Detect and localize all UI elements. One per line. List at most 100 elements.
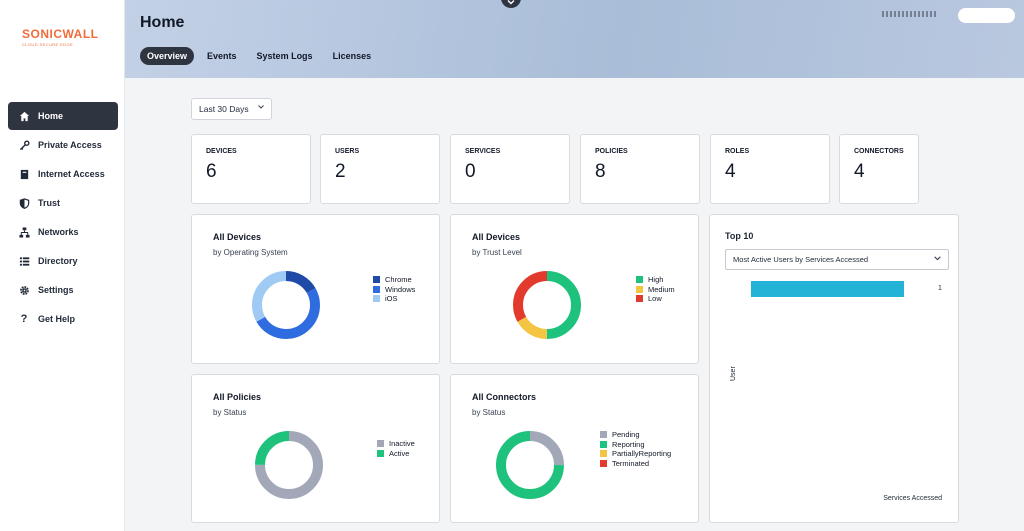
redacted-user-name xyxy=(882,11,937,17)
collapse-handle[interactable] xyxy=(501,0,521,8)
legend-item[interactable]: High xyxy=(636,275,675,285)
legend-label: Reporting xyxy=(612,439,645,449)
list-icon xyxy=(18,255,30,267)
card-top-10: Top 10 Most Active Users by Services Acc… xyxy=(709,214,959,523)
header-tabs: Overview Events System Logs Licenses xyxy=(140,47,378,65)
stat-label: ROLES xyxy=(725,148,750,155)
card-title: All Devices xyxy=(213,232,262,242)
legend-swatch xyxy=(600,459,607,467)
tab-events[interactable]: Events xyxy=(207,51,237,61)
chevron-down-icon xyxy=(257,103,265,113)
chart-legend: High Medium Low xyxy=(636,275,675,304)
card-subtitle: by Trust Level xyxy=(472,248,522,257)
sidebar-nav: Home Private Access Internet Access Trus… xyxy=(8,102,118,334)
donut-slice-windows[interactable] xyxy=(252,271,320,339)
card-title: All Policies xyxy=(213,392,262,402)
donut-slice-active[interactable] xyxy=(255,431,323,499)
top10-metric-select[interactable]: Most Active Users by Services Accessed xyxy=(725,249,949,270)
legend-label: Pending xyxy=(612,430,640,440)
card-policies-by-status: All Policies by Status Inactive Active xyxy=(191,374,440,523)
sidebar-item-label: Directory xyxy=(38,256,78,266)
stat-value: 4 xyxy=(854,161,865,182)
card-subtitle: by Status xyxy=(472,408,506,417)
card-title: All Devices xyxy=(472,232,521,242)
sonicwall-logo[interactable]: SONICWALL CLOUD SECURE EDGE xyxy=(22,27,102,47)
legend-swatch xyxy=(600,440,607,448)
legend-item[interactable]: Active xyxy=(377,449,415,459)
sidebar-item-directory[interactable]: Directory xyxy=(8,247,118,275)
donut-slice-ios[interactable] xyxy=(252,271,320,339)
stat-value: 0 xyxy=(465,161,476,182)
legend-item[interactable]: PartiallyReporting xyxy=(600,449,671,459)
stat-card-services[interactable]: SERVICES 0 xyxy=(450,134,570,204)
stat-card-connectors[interactable]: CONNECTORS 4 xyxy=(839,134,919,204)
bar-value-label: 1 xyxy=(938,285,942,292)
shield-icon xyxy=(18,197,30,209)
stat-value: 8 xyxy=(595,161,606,182)
legend-label: Chrome xyxy=(385,275,412,285)
sidebar-item-networks[interactable]: Networks xyxy=(8,218,118,246)
card-devices-by-trust: All Devices by Trust Level High Medium L… xyxy=(450,214,699,364)
stat-value: 6 xyxy=(206,161,217,182)
x-axis-label: Services Accessed xyxy=(883,495,942,502)
sidebar-item-private-access[interactable]: Private Access xyxy=(8,131,118,159)
sidebar-item-label: Trust xyxy=(38,198,61,208)
sidebar-item-settings[interactable]: Settings xyxy=(8,276,118,304)
legend-label: High xyxy=(648,275,664,285)
card-title: All Connectors xyxy=(472,392,537,402)
chevron-down-icon xyxy=(933,254,942,265)
legend-label: Low xyxy=(648,294,662,304)
donut-slice-reporting[interactable] xyxy=(496,431,564,499)
legend-swatch xyxy=(373,295,380,303)
legend-item[interactable]: Reporting xyxy=(600,440,671,450)
legend-item[interactable]: Terminated xyxy=(600,459,671,469)
page-title: Home xyxy=(140,14,185,31)
legend-item[interactable]: Chrome xyxy=(373,275,415,285)
donut-chart[interactable] xyxy=(495,430,565,500)
sidebar-item-get-help[interactable]: ? Get Help xyxy=(8,305,118,333)
legend-swatch xyxy=(636,285,643,293)
gear-icon xyxy=(18,284,30,296)
legend-swatch xyxy=(636,295,643,303)
stat-value: 2 xyxy=(335,161,346,182)
legend-label: Windows xyxy=(385,284,416,294)
date-range-value: Last 30 Days xyxy=(199,104,249,114)
legend-swatch xyxy=(636,276,643,284)
sidebar-item-label: Home xyxy=(38,111,64,121)
card-connectors-by-status: All Connectors by Status Pending Reporti… xyxy=(450,374,699,523)
legend-item[interactable]: Windows xyxy=(373,285,415,295)
sidebar-item-internet-access[interactable]: Internet Access xyxy=(8,160,118,188)
donut-chart[interactable] xyxy=(512,270,582,340)
card-subtitle: by Status xyxy=(213,408,247,417)
legend-label: iOS xyxy=(385,294,398,304)
legend-item[interactable]: Low xyxy=(636,294,675,304)
legend-item[interactable]: Inactive xyxy=(377,439,415,449)
donut-chart[interactable] xyxy=(254,430,324,500)
home-icon xyxy=(18,110,30,122)
tab-licenses[interactable]: Licenses xyxy=(332,51,372,61)
sidebar-item-home[interactable]: Home xyxy=(8,102,118,130)
stat-card-users[interactable]: USERS 2 xyxy=(320,134,440,204)
sidebar-item-trust[interactable]: Trust xyxy=(8,189,118,217)
stat-card-roles[interactable]: ROLES 4 xyxy=(710,134,830,204)
sidebar-item-label: Internet Access xyxy=(38,169,105,179)
chart-legend: Pending Reporting PartiallyReporting Ter… xyxy=(600,430,671,468)
chart-bar[interactable] xyxy=(751,281,904,297)
stat-card-devices[interactable]: DEVICES 6 xyxy=(191,134,311,204)
book-icon xyxy=(18,168,30,180)
card-devices-by-os: All Devices by Operating System Chrome W… xyxy=(191,214,440,364)
sidebar-item-label: Get Help xyxy=(38,314,76,324)
user-menu-button[interactable] xyxy=(958,8,1015,23)
stat-card-policies[interactable]: POLICIES 8 xyxy=(580,134,700,204)
sidebar-item-label: Private Access xyxy=(38,140,102,150)
tab-system-logs[interactable]: System Logs xyxy=(256,51,313,61)
legend-item[interactable]: Pending xyxy=(600,430,671,440)
date-range-select[interactable]: Last 30 Days xyxy=(191,98,272,120)
legend-swatch xyxy=(373,285,380,293)
legend-item[interactable]: iOS xyxy=(373,294,415,304)
donut-chart[interactable] xyxy=(251,270,321,340)
legend-item[interactable]: Medium xyxy=(636,285,675,295)
donut-slice-low[interactable] xyxy=(513,271,581,339)
chart-legend: Inactive Active xyxy=(377,439,415,458)
tab-overview[interactable]: Overview xyxy=(140,47,195,65)
